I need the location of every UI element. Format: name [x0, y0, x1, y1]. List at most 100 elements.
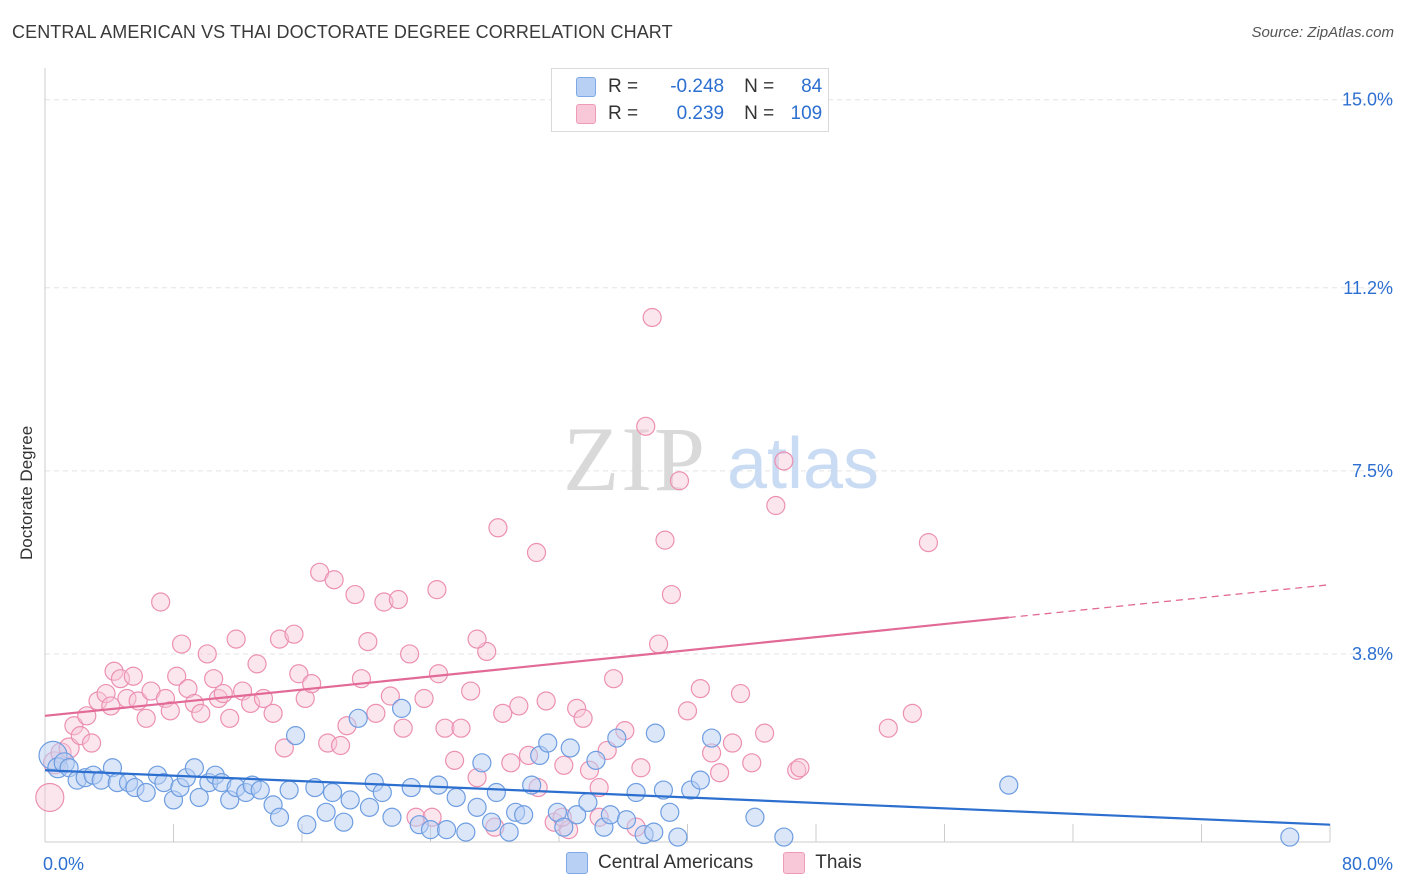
central-american-point	[322, 782, 343, 803]
thai-point	[428, 664, 449, 684]
thai-point	[204, 669, 224, 689]
thai-point	[589, 777, 609, 798]
thai-point	[722, 733, 743, 753]
thai-point	[451, 718, 471, 738]
correlation-legend: R = -0.248 N = 84 R = 0.239 N = 109	[551, 68, 829, 132]
n-value: 109	[790, 103, 823, 124]
y-tick-label: 11.2%	[1343, 278, 1393, 298]
chart-title: CENTRAL AMERICAN VS THAI DOCTORATE DEGRE…	[12, 22, 673, 42]
thai-point	[774, 451, 794, 471]
central-american-point	[305, 777, 325, 798]
central-american-point	[690, 770, 710, 790]
thai-point	[493, 703, 513, 723]
central-american-point	[600, 805, 621, 825]
y-tick-label: 15.0%	[1342, 90, 1393, 110]
thai-point	[358, 631, 378, 652]
central-american-point	[538, 733, 558, 753]
thai-point	[151, 592, 171, 612]
central-american-point	[340, 790, 360, 810]
series-legend: Central Americans Thais	[566, 852, 892, 874]
thai-point	[467, 629, 487, 649]
thai-point	[631, 758, 651, 778]
source-label: Source: ZipAtlas.com	[1251, 24, 1394, 41]
central-american-point	[514, 805, 534, 825]
legend-label-central-americans: Central Americans	[598, 852, 754, 873]
thai-point	[526, 542, 547, 563]
thai-point	[324, 570, 344, 590]
central-american-point	[578, 792, 598, 813]
watermark-zip: ZIP	[563, 408, 707, 510]
thai-point	[289, 664, 309, 684]
thai-point	[604, 669, 624, 689]
tick-labels: 3.8% 7.5% 11.2% 15.0% 0.0% 80.0%	[43, 90, 1393, 874]
thai-point	[167, 666, 187, 686]
thai-point	[754, 723, 775, 743]
thai-point	[274, 738, 294, 758]
thai-point	[380, 686, 400, 706]
r-value: 0.239	[676, 103, 725, 124]
thai-point	[345, 584, 365, 605]
thai-point	[226, 629, 246, 649]
thai-point	[366, 703, 386, 723]
central-american-point	[401, 777, 421, 798]
series-thais	[35, 307, 939, 840]
thai-point	[81, 733, 102, 753]
n-value: 84	[801, 76, 823, 97]
central-american-point	[428, 775, 449, 795]
watermark: ZIP atlas	[563, 408, 879, 510]
thai-point	[171, 634, 192, 654]
y-tick-label: 7.5%	[1352, 461, 1393, 481]
thai-point	[184, 693, 204, 714]
thai-point	[435, 718, 455, 738]
central-american-point	[567, 805, 587, 825]
n-label: N =	[744, 103, 775, 124]
legend-swatch-pink	[783, 852, 806, 874]
thai-point	[330, 735, 351, 756]
central-american-point	[136, 782, 156, 803]
thai-point	[213, 683, 233, 704]
thai-point	[393, 718, 413, 738]
central-american-point	[486, 782, 506, 803]
central-american-point	[382, 807, 402, 827]
thai-point	[509, 696, 529, 716]
thai-point	[374, 592, 394, 612]
thai-point	[269, 629, 290, 649]
thai-point	[790, 758, 810, 778]
central-american-point	[334, 812, 354, 832]
thai-point	[766, 495, 786, 516]
central-american-point	[250, 780, 270, 800]
central-american-point	[607, 728, 627, 748]
central-american-point	[472, 753, 492, 773]
thai-point	[730, 683, 751, 704]
thai-point	[284, 624, 304, 644]
central-american-point	[372, 782, 392, 803]
central-american-point	[499, 822, 519, 842]
central-american-point	[660, 802, 680, 822]
central-american-point	[481, 812, 502, 832]
central-american-point	[999, 775, 1019, 795]
central-american-point	[626, 782, 646, 803]
thai-point	[247, 654, 267, 674]
thai-point	[710, 763, 730, 783]
central-american-point	[436, 820, 457, 840]
central-american-point	[189, 787, 209, 808]
central-american-point	[644, 822, 664, 842]
central-american-point	[391, 698, 412, 718]
thai-point	[488, 518, 508, 538]
r-label: R =	[608, 103, 639, 124]
central-american-point	[774, 827, 794, 847]
x-tick-label-min: 0.0%	[43, 854, 84, 874]
thai-point	[567, 698, 587, 718]
central-american-point	[184, 758, 204, 778]
central-american-point	[316, 802, 336, 822]
thai-point	[197, 644, 217, 664]
thai-point	[414, 688, 434, 709]
thai-point	[160, 701, 180, 721]
central-american-point	[645, 723, 665, 743]
thai-point	[64, 716, 84, 736]
trend-line-thais-extension	[1008, 584, 1331, 619]
legend-row-central-americans: R = -0.248 N = 84	[576, 74, 822, 100]
legend-item-thais: Thais	[783, 852, 862, 874]
r-label: R =	[608, 76, 639, 97]
